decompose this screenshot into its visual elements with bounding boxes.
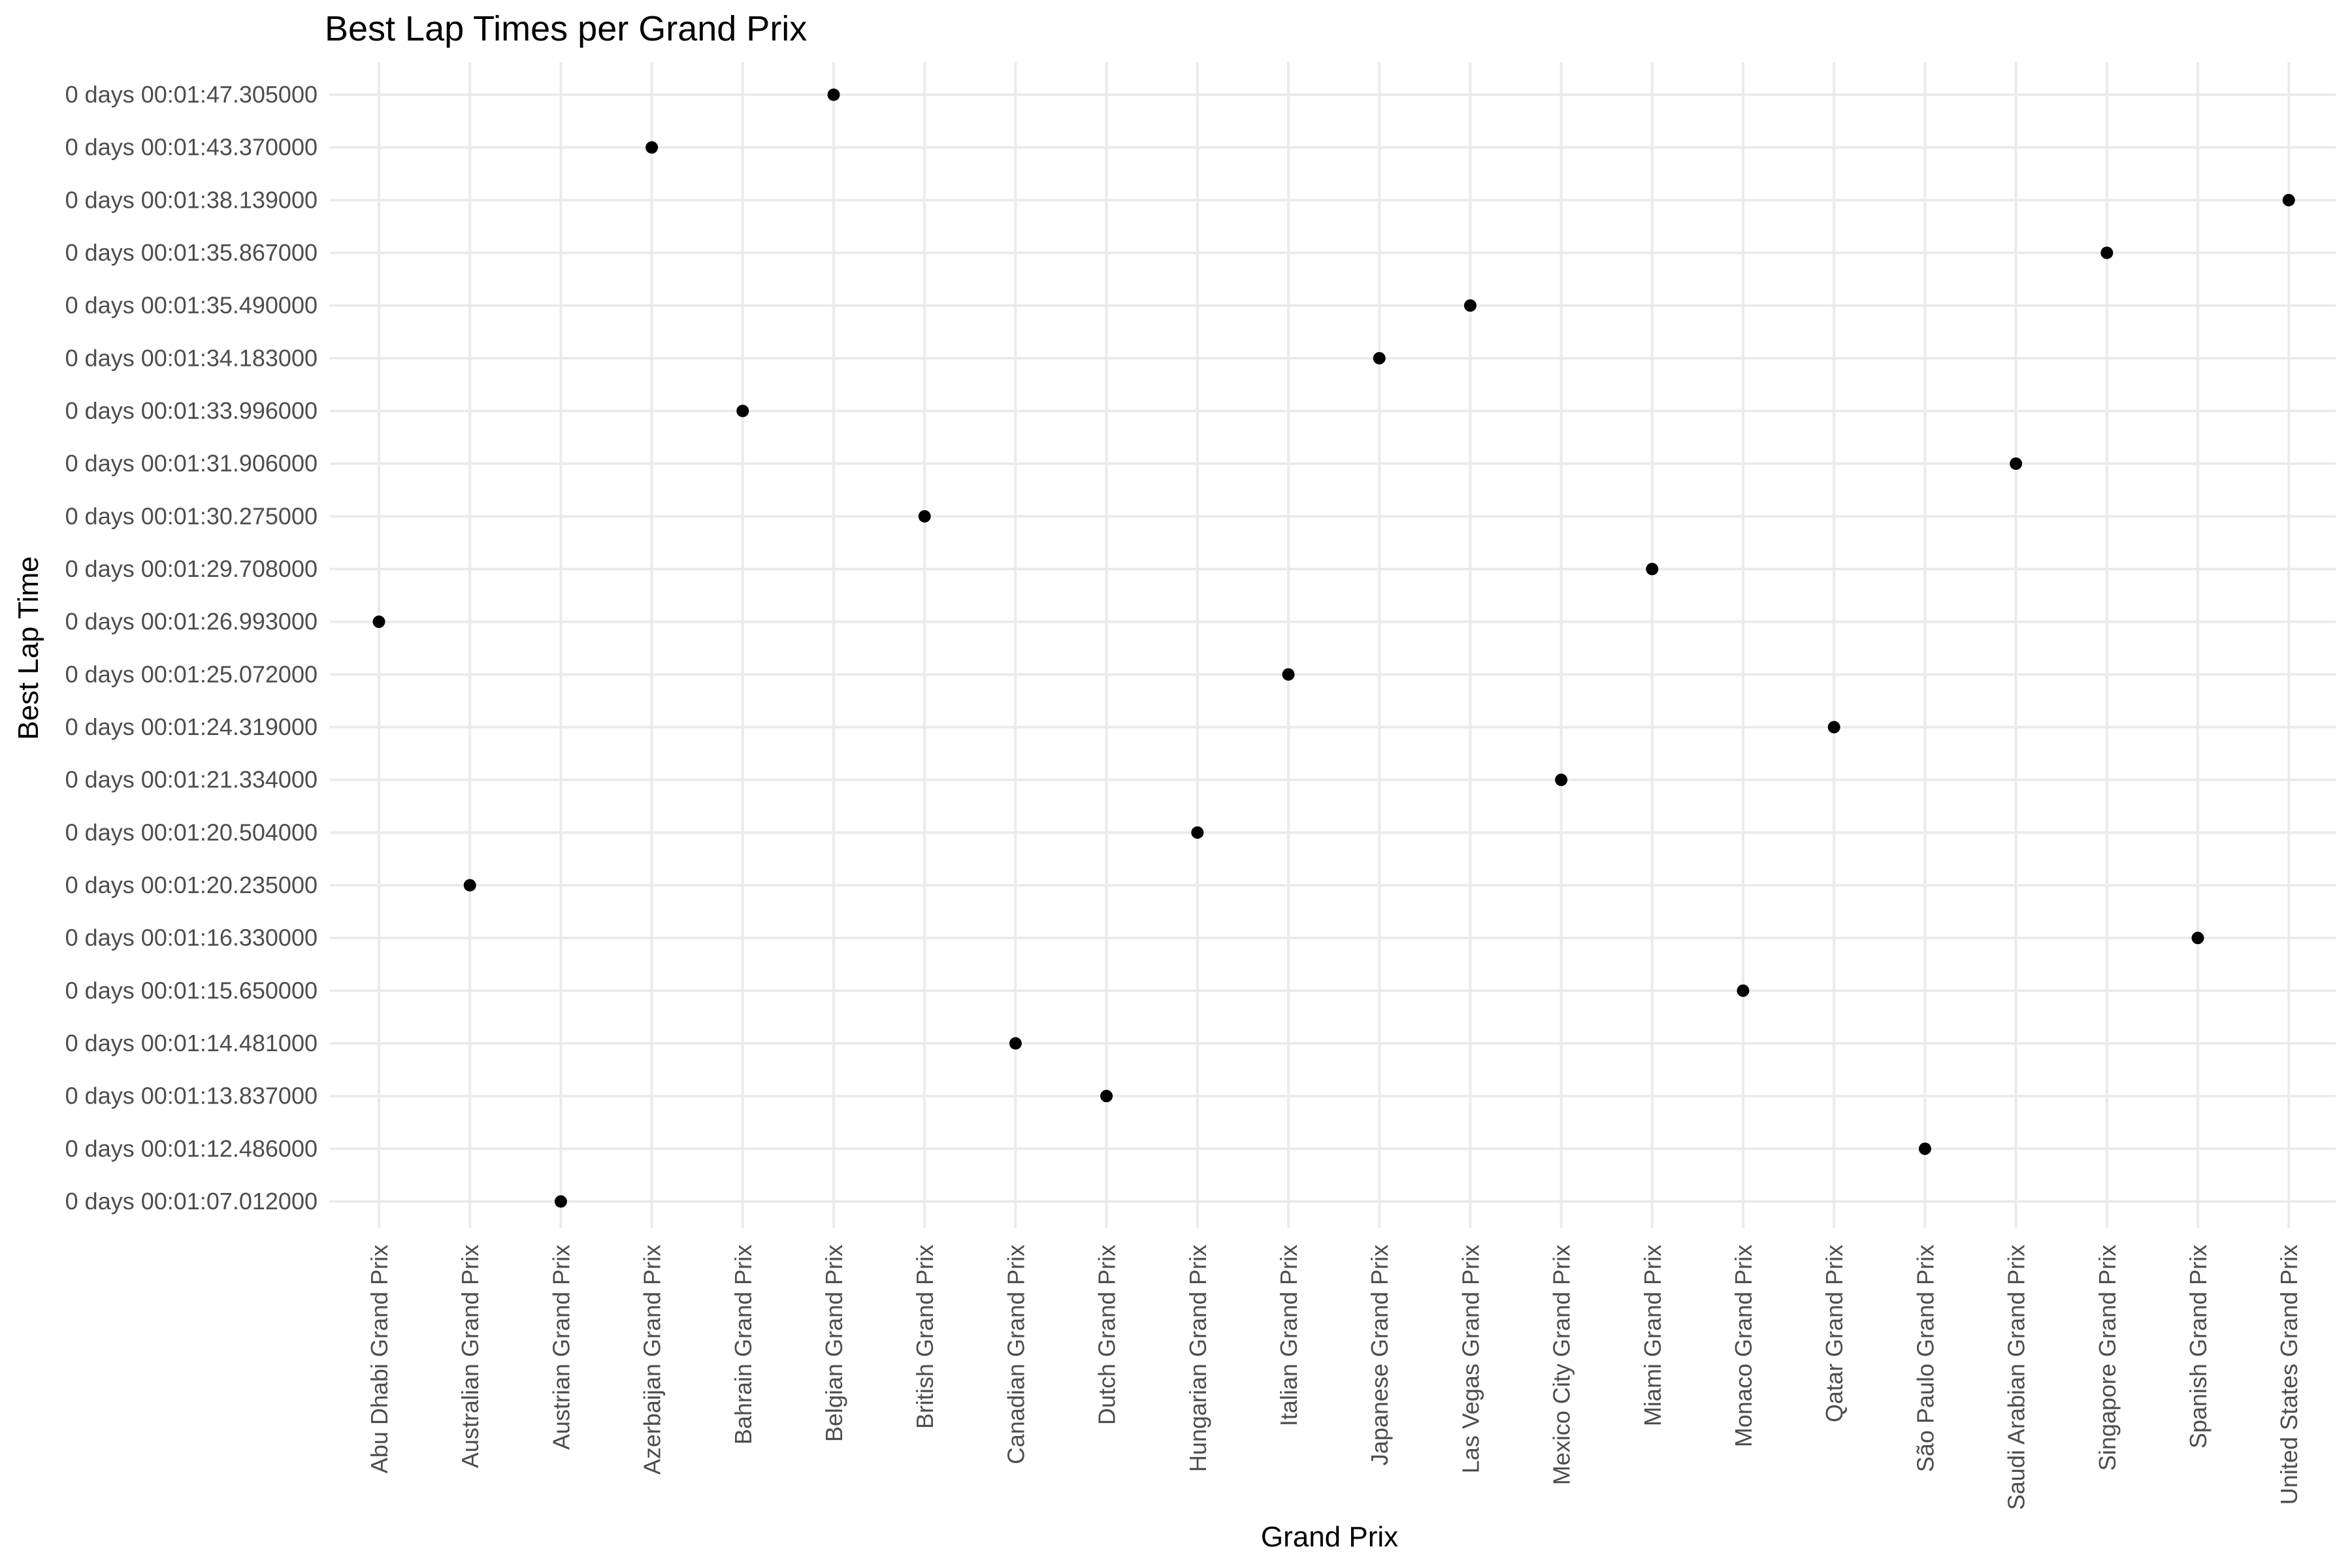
- y-tick-label: 0 days 00:01:33.996000: [65, 397, 318, 424]
- data-point: [372, 615, 385, 629]
- x-tick-label: Dutch Grand Prix: [1094, 1245, 1120, 1425]
- y-tick-label: 0 days 00:01:35.867000: [65, 239, 318, 266]
- x-tick-label: Spanish Grand Prix: [2185, 1245, 2212, 1448]
- y-tick-label: 0 days 00:01:21.334000: [65, 766, 318, 793]
- y-tick-label: 0 days 00:01:30.275000: [65, 502, 318, 529]
- y-tick-label: 0 days 00:01:25.072000: [65, 661, 318, 687]
- data-point: [1191, 826, 1204, 839]
- data-point: [645, 141, 659, 154]
- y-tick-label: 0 days 00:01:14.481000: [65, 1030, 318, 1056]
- x-tick-label: Monaco Grand Prix: [1730, 1245, 1757, 1447]
- data-point: [554, 1195, 567, 1208]
- x-tick-label: Miami Grand Prix: [1639, 1245, 1666, 1426]
- y-axis-title: Best Lap Time: [12, 556, 44, 740]
- y-tick-label: 0 days 00:01:34.183000: [65, 344, 318, 371]
- y-tick-label: 0 days 00:01:07.012000: [65, 1188, 318, 1215]
- data-point: [1918, 1142, 1931, 1155]
- x-tick-label: Austrian Grand Prix: [547, 1245, 574, 1450]
- data-point: [1009, 1037, 1022, 1050]
- x-tick-label: Saudi Arabian Grand Prix: [2003, 1245, 2030, 1510]
- y-tick-label: 0 days 00:01:29.708000: [65, 555, 318, 582]
- y-tick-label: 0 days 00:01:15.650000: [65, 977, 318, 1004]
- data-point: [918, 510, 931, 523]
- data-point: [1373, 351, 1386, 365]
- data-point: [1827, 721, 1840, 734]
- data-point: [1555, 774, 1568, 787]
- y-tick-label: 0 days 00:01:26.993000: [65, 608, 318, 635]
- data-point: [1100, 1090, 1113, 1103]
- data-point: [2282, 193, 2295, 206]
- y-axis-tick-labels: 0 days 00:01:07.012000 0 days 00:01:12.48…: [65, 81, 318, 1215]
- y-tick-label: 0 days 00:01:38.139000: [65, 186, 318, 213]
- x-tick-label: Japanese Grand Prix: [1366, 1245, 1393, 1465]
- y-tick-label: 0 days 00:01:47.305000: [65, 81, 318, 108]
- x-tick-label: Belgian Grand Prix: [821, 1245, 847, 1442]
- chart-title: Best Lap Times per Grand Prix: [325, 9, 807, 48]
- data-point: [2191, 932, 2204, 945]
- x-tick-label: Hungarian Grand Prix: [1184, 1245, 1211, 1472]
- grid-layer: [330, 62, 2336, 1228]
- x-tick-label: Bahrain Grand Prix: [730, 1245, 757, 1445]
- y-tick-label: 0 days 00:01:43.370000: [65, 134, 318, 161]
- x-tick-label: Abu Dhabi Grand Prix: [366, 1245, 393, 1473]
- x-tick-label: Singapore Grand Prix: [2094, 1245, 2121, 1471]
- data-point: [1646, 563, 1659, 576]
- x-tick-label: Mexico City Grand Prix: [1548, 1245, 1575, 1485]
- x-axis-title: Grand Prix: [1261, 1521, 1398, 1553]
- data-point: [1282, 668, 1295, 681]
- x-tick-label: Australian Grand Prix: [457, 1245, 483, 1468]
- data-point: [827, 88, 840, 101]
- y-tick-label: 0 days 00:01:31.906000: [65, 450, 318, 477]
- x-tick-label: Qatar Grand Prix: [1821, 1245, 1848, 1422]
- y-tick-label: 0 days 00:01:16.330000: [65, 924, 318, 951]
- data-point: [1737, 984, 1750, 997]
- y-tick-label: 0 days 00:01:20.504000: [65, 819, 318, 845]
- y-tick-label: 0 days 00:01:24.319000: [65, 713, 318, 740]
- y-tick-label: 0 days 00:01:13.837000: [65, 1083, 318, 1109]
- x-tick-label: Las Vegas Grand Prix: [1457, 1245, 1484, 1473]
- x-tick-label: Canadian Grand Prix: [1002, 1245, 1029, 1464]
- data-point: [2010, 457, 2023, 470]
- x-axis-tick-labels: Abu Dhabi Grand Prix Australian Grand Pri…: [366, 1245, 2302, 1510]
- y-tick-label: 0 days 00:01:12.486000: [65, 1135, 318, 1162]
- data-point: [736, 404, 749, 417]
- y-tick-label: 0 days 00:01:20.235000: [65, 872, 318, 898]
- x-tick-label: São Paulo Grand Prix: [1912, 1245, 1938, 1472]
- data-points: [372, 88, 2295, 1208]
- data-point: [2100, 246, 2114, 259]
- x-tick-label: British Grand Prix: [911, 1245, 938, 1429]
- x-tick-label: United States Grand Prix: [2276, 1245, 2302, 1505]
- data-point: [463, 879, 476, 892]
- x-tick-label: Italian Grand Prix: [1275, 1245, 1302, 1426]
- data-point: [1463, 299, 1477, 312]
- y-tick-label: 0 days 00:01:35.490000: [65, 292, 318, 319]
- x-tick-label: Azerbaijan Grand Prix: [639, 1245, 666, 1475]
